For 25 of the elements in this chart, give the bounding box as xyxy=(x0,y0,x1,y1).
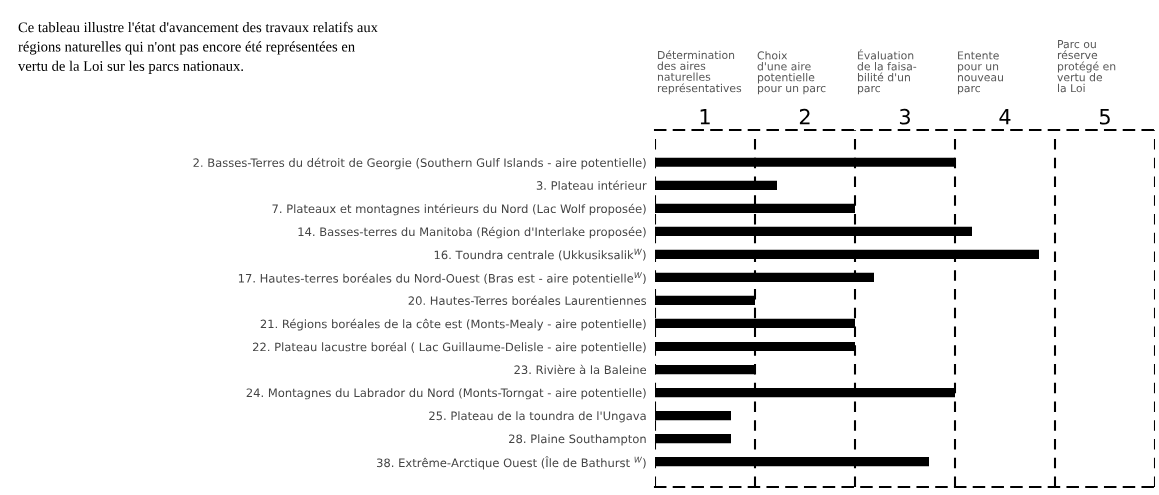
text: Détermination des aires naturelles représentatives xyxy=(657,50,742,95)
y-tick-label: 22. Plateau lacustre boréal ( Lac Guillaume-Delisle - aire potentielle) xyxy=(252,341,646,354)
y-tick-label: 14. Basses-terres du Manitoba (Région d'Interlake proposée) xyxy=(298,226,646,239)
y-tick-label: 16. Toundra centrale (Ukkusiksalik$^{W}$) xyxy=(434,248,646,261)
y-tick-label: 20. Hautes-Terres boréales Laurentiennes xyxy=(408,295,647,305)
x-tick-label: 5 xyxy=(1099,109,1110,125)
y-tick-label: 25. Plateau de la toundra de l'Ungava xyxy=(429,411,646,423)
text: Évaluation de la faisa- bilité d'un parc xyxy=(857,49,917,95)
y-tick-label: 28. Plaine Southampton xyxy=(509,434,646,446)
x-tick-label: 1 xyxy=(700,109,710,125)
x-tick-label: 4 xyxy=(999,109,1011,125)
text: Ce tableau illustre l'état d'avancement des travaux relatifs aux régions naturelles qui n'ont pas encore été représentées en vertu de la Loi sur les parcs nationaux. xyxy=(18,21,378,74)
text: Choix d'une aire potentielle pour un parc xyxy=(757,51,826,95)
x-tick-label: 2 xyxy=(799,108,810,125)
text: Parc ou réserve protégé en vertu de la Loi xyxy=(1057,40,1116,93)
y-tick-label: 7. Plateaux et montagnes intérieurs du Nord (Lac Wolf proposée) xyxy=(272,203,646,216)
y-tick-label: 17. Hautes-terres boréales du Nord-Ouest (Bras est - aire potentielle$^{W}$) xyxy=(238,272,646,285)
y-tick-label: 21. Régions boréales de la côte est (Monts-Mealy - aire potentielle) xyxy=(260,318,646,331)
y-tick-label: 2. Basses-Terres du détroit de Georgie (Southern Gulf Islands - aire potentielle) xyxy=(193,157,646,170)
y-tick-label: 23. Rivière à la Baleine xyxy=(514,364,647,375)
y-tick-label: 38. Extrême-Arctique Ouest (Île de Bathurst $^{W}$) xyxy=(376,456,646,470)
x-tick-label: 3 xyxy=(899,108,910,125)
text: Entente pour un nouveau parc xyxy=(957,51,1003,95)
y-tick-label: 3. Plateau intérieur xyxy=(536,180,647,190)
y-tick-label: 24. Montagnes du Labrador du Nord (Monts-Torngat - aire potentielle) xyxy=(246,388,646,400)
